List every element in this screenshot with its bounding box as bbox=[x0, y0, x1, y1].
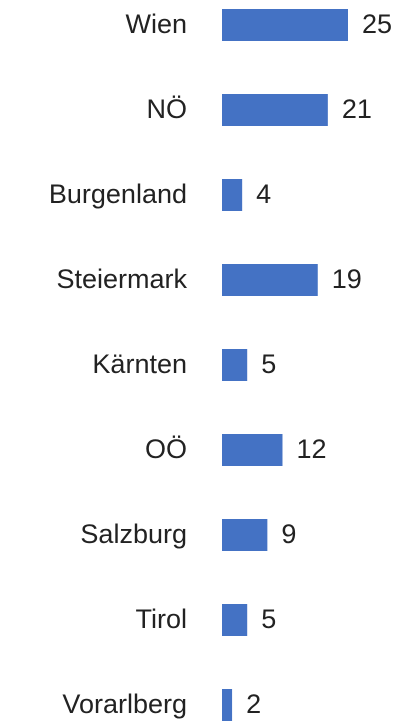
value-label: 19 bbox=[332, 264, 362, 294]
bar bbox=[222, 264, 318, 296]
bar bbox=[222, 94, 328, 126]
category-label: Wien bbox=[125, 9, 187, 39]
bar bbox=[222, 519, 268, 551]
category-label: Steiermark bbox=[56, 264, 187, 294]
value-label: 2 bbox=[246, 689, 261, 719]
bar bbox=[222, 179, 243, 211]
category-label: Kärnten bbox=[92, 349, 187, 379]
value-label: 21 bbox=[342, 94, 372, 124]
category-label: Vorarlberg bbox=[62, 689, 187, 719]
value-label: 12 bbox=[296, 434, 326, 464]
value-label: 4 bbox=[256, 179, 271, 209]
bar bbox=[222, 349, 248, 381]
category-label: Salzburg bbox=[80, 519, 187, 549]
category-label: OÖ bbox=[145, 434, 187, 464]
value-label: 25 bbox=[362, 9, 392, 39]
category-label: Tirol bbox=[136, 604, 188, 634]
bar bbox=[222, 604, 248, 636]
value-label: 5 bbox=[261, 604, 276, 634]
bar bbox=[222, 434, 283, 466]
value-label: 9 bbox=[281, 519, 296, 549]
value-label: 5 bbox=[261, 349, 276, 379]
category-label: Burgenland bbox=[49, 179, 187, 209]
bar bbox=[222, 9, 348, 41]
bar bbox=[222, 689, 233, 721]
category-label: NÖ bbox=[147, 94, 188, 124]
